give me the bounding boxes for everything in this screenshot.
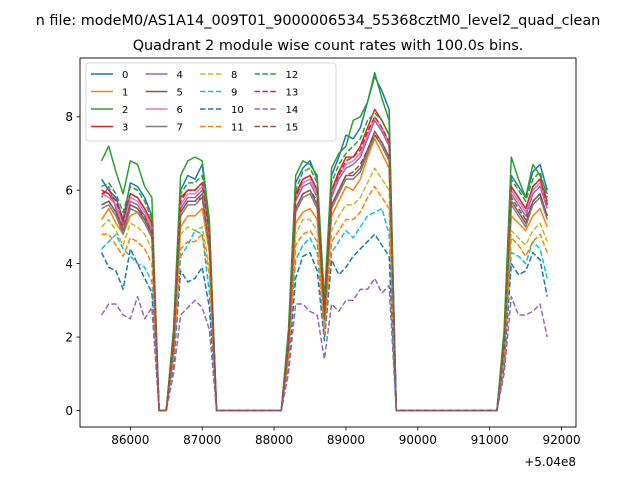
figure-suptitle: n file: modeM0/AS1A14_009T01_9000006534_…	[36, 13, 601, 29]
legend-label-10: 10	[231, 105, 244, 116]
legend-label-2: 2	[122, 105, 128, 116]
legend-label-15: 15	[286, 123, 299, 134]
legend-label-0: 0	[122, 70, 128, 81]
x-tick-label: 88000	[255, 433, 293, 447]
y-tick-label: 4	[65, 257, 73, 271]
legend-label-6: 6	[177, 105, 183, 116]
y-tick-label: 6	[65, 184, 73, 198]
y-tick-label: 0	[65, 404, 73, 418]
legend-label-5: 5	[177, 88, 183, 99]
legend-label-14: 14	[286, 105, 299, 116]
series-line-15	[101, 134, 548, 412]
x-tick-label: 89000	[327, 433, 365, 447]
legend-label-9: 9	[231, 88, 237, 99]
legend-frame	[85, 62, 337, 142]
series-line-11	[101, 185, 548, 412]
chart-title: Quadrant 2 module wise count rates with …	[133, 38, 524, 54]
x-tick-label: 91000	[471, 433, 509, 447]
x-axis: 86000 87000 88000 89000 90000 91000 92000	[111, 427, 581, 447]
legend-label-1: 1	[122, 88, 128, 99]
x-tick-label: 92000	[543, 433, 581, 447]
x-tick-label: 87000	[183, 433, 221, 447]
series-layer	[100, 71, 548, 412]
y-tick-label: 8	[65, 110, 73, 124]
legend-label-7: 7	[177, 123, 183, 134]
x-tick-label: 90000	[399, 433, 437, 447]
y-axis: 0 2 4 6 8	[65, 110, 80, 418]
axes-frame	[79, 57, 577, 428]
legend-label-3: 3	[122, 123, 128, 134]
legend-label-4: 4	[177, 70, 183, 81]
legend-label-12: 12	[286, 70, 299, 81]
x-axis-offset-label: +5.04e8	[524, 455, 576, 469]
legend-label-8: 8	[231, 70, 237, 81]
legend-label-13: 13	[286, 88, 299, 99]
y-tick-label: 2	[65, 331, 73, 345]
legend-label-11: 11	[231, 123, 244, 134]
x-tick-label: 86000	[111, 433, 149, 447]
